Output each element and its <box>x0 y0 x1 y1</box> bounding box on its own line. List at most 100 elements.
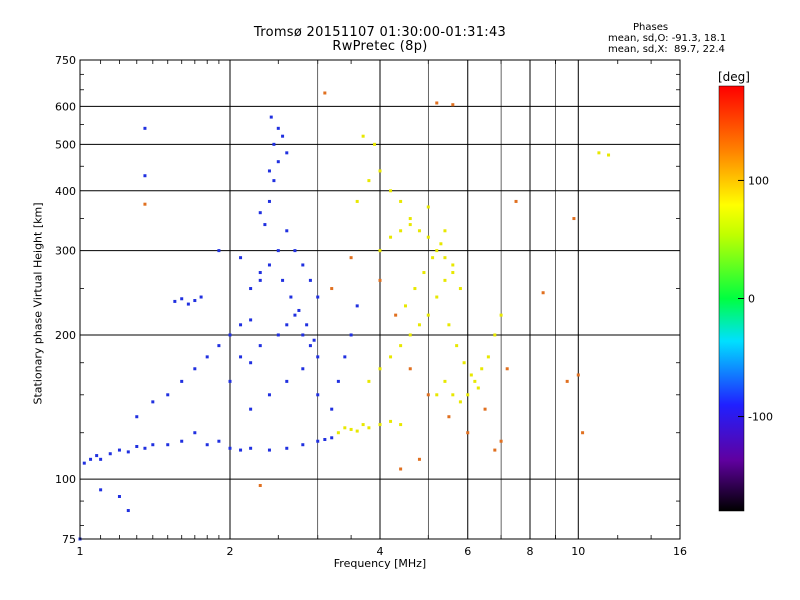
axis-ticks: 1 2 4 6 8 10 16 75 100 200 300 400 500 600 750 <box>55 54 687 558</box>
data-point-o <box>186 302 190 306</box>
data-point-o <box>330 407 334 411</box>
data-point-o <box>166 393 170 397</box>
data-point-o <box>151 400 155 404</box>
data-point-o <box>99 457 103 461</box>
stats-line-o: mean, sd,O: -91.3, 18.1 <box>608 33 727 44</box>
y-tick-label: 300 <box>55 245 76 258</box>
data-point-x <box>361 134 365 138</box>
data-point-o <box>272 179 276 183</box>
data-point-x <box>408 333 412 337</box>
data-point-other <box>493 448 497 452</box>
data-point-x <box>336 431 340 435</box>
data-point-other <box>408 367 412 371</box>
data-points <box>78 91 611 541</box>
data-point-o <box>316 439 320 443</box>
data-point-o <box>135 415 139 419</box>
data-point-x <box>447 323 451 327</box>
data-point-other <box>541 291 545 295</box>
data-point-o <box>293 249 297 253</box>
data-point-o <box>249 446 253 450</box>
y-tick-label: 600 <box>55 100 76 113</box>
x-tick-label: 8 <box>527 545 534 558</box>
data-point-other <box>426 393 430 397</box>
data-point-o <box>193 431 197 435</box>
data-point-o <box>267 199 271 203</box>
data-point-o <box>108 452 112 456</box>
data-point-o <box>343 355 347 359</box>
data-point-o <box>330 436 334 440</box>
data-point-o <box>267 263 271 267</box>
data-point-other <box>451 103 455 107</box>
data-point-x <box>439 242 443 246</box>
data-point-o <box>272 142 276 146</box>
data-point-x <box>607 153 611 157</box>
data-point-o <box>355 304 359 308</box>
data-point-o <box>173 299 177 303</box>
data-point-o <box>349 333 353 337</box>
data-point-x <box>435 249 439 253</box>
data-point-x <box>399 199 403 203</box>
data-point-o <box>281 278 285 282</box>
data-point-o <box>263 223 267 227</box>
data-point-x <box>458 287 462 291</box>
data-point-o <box>228 333 232 337</box>
data-point-other <box>581 431 585 435</box>
data-point-x <box>343 426 347 430</box>
data-point-o <box>276 333 280 337</box>
y-tick-label: 750 <box>55 54 76 67</box>
data-point-o <box>285 323 289 327</box>
data-point-x <box>426 205 430 209</box>
data-point-o <box>193 299 197 303</box>
colorbar-tick-label: -100 <box>748 411 773 424</box>
data-point-o <box>336 379 340 383</box>
data-point-o <box>258 278 262 282</box>
data-point-o <box>301 443 305 447</box>
data-point-other <box>323 91 327 95</box>
data-point-o <box>301 333 305 337</box>
data-point-x <box>466 393 470 397</box>
data-point-o <box>249 407 253 411</box>
data-point-x <box>426 313 430 317</box>
data-point-o <box>285 379 289 383</box>
data-point-other <box>258 483 262 487</box>
x-tick-label: 1 <box>77 545 84 558</box>
data-point-x <box>499 313 503 317</box>
data-point-o <box>99 488 103 492</box>
colorbar-tick-label: 0 <box>748 293 755 306</box>
data-point-o <box>166 443 170 447</box>
data-point-x <box>451 263 455 267</box>
data-point-o <box>239 448 243 452</box>
data-point-o <box>151 443 155 447</box>
data-point-o <box>89 457 93 461</box>
data-point-o <box>285 151 289 155</box>
data-point-o <box>269 115 273 119</box>
data-point-x <box>349 427 353 431</box>
stats-header: Phases <box>633 22 669 33</box>
data-point-x <box>597 151 601 155</box>
data-point-o <box>143 174 147 178</box>
data-point-o <box>180 439 184 443</box>
data-point-o <box>249 361 253 365</box>
data-point-x <box>458 400 462 404</box>
data-point-x <box>378 249 382 253</box>
data-point-o <box>285 229 289 233</box>
data-point-o <box>249 318 253 322</box>
data-point-other <box>483 407 487 411</box>
data-point-o <box>205 355 209 359</box>
y-axis-label: Stationary phase Virtual Height [km] <box>31 202 45 405</box>
data-point-x <box>451 393 455 397</box>
data-point-o <box>267 393 271 397</box>
data-point-x <box>462 361 466 365</box>
data-point-x <box>443 278 447 282</box>
data-point-x <box>355 429 359 433</box>
data-point-o <box>276 126 280 130</box>
data-point-x <box>367 379 371 383</box>
y-tick-label: 100 <box>55 473 76 486</box>
data-point-o <box>258 271 262 275</box>
data-point-o <box>143 446 147 450</box>
data-point-o <box>285 446 289 450</box>
data-point-o <box>293 313 297 317</box>
data-point-o <box>258 211 262 215</box>
colorbar-unit-label: [deg] <box>718 70 750 84</box>
